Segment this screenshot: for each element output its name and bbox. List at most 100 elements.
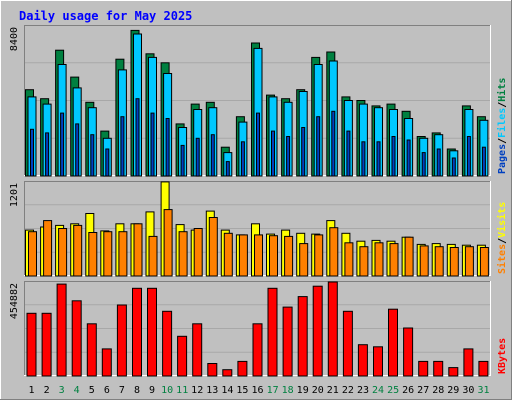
legend-separator: /	[497, 138, 508, 144]
x-tick-label: 15	[236, 385, 248, 396]
bar-sites	[254, 234, 263, 277]
x-tick-label: 7	[119, 385, 125, 396]
bar-sites	[178, 231, 188, 277]
plot-layer: 8400Pages/Files/Hits1201Sites/Visits4548…	[9, 25, 508, 377]
bar-pages	[391, 136, 396, 177]
bar-sites	[329, 227, 339, 277]
bar-pages	[45, 132, 50, 177]
x-tick-label: 14	[221, 385, 233, 396]
x-tick-label: 18	[282, 385, 294, 396]
bar-kbytes	[267, 287, 278, 377]
bar-sites	[434, 246, 444, 277]
x-tick-label: 22	[342, 385, 354, 396]
bar-pages	[75, 123, 80, 177]
bar-sites	[193, 228, 203, 277]
x-tick-label: 17	[267, 385, 279, 396]
bar-sites	[58, 228, 68, 277]
bar-sites	[163, 209, 173, 277]
legend-hits_files_pages: Pages/Files/Hits	[496, 78, 508, 174]
bar-pages	[30, 128, 34, 177]
bar-pages	[286, 136, 291, 177]
bar-kbytes	[41, 312, 52, 377]
bar-sites	[314, 234, 324, 277]
x-tick-label: 31	[477, 385, 489, 396]
x-tick-label: 2	[44, 385, 50, 396]
bar-sites	[223, 232, 233, 277]
bar-pages	[361, 141, 366, 177]
x-tick-label: 10	[161, 385, 173, 396]
bar-kbytes	[297, 296, 308, 377]
legend-item-hits: Hits	[496, 78, 508, 102]
bar-sites	[419, 245, 429, 277]
bar-pages	[331, 110, 336, 177]
bar-kbytes	[86, 323, 97, 377]
bar-kbytes	[388, 308, 398, 377]
bar-pages	[406, 139, 411, 177]
bar-pages	[195, 137, 200, 177]
x-tick-label: 12	[191, 385, 203, 396]
bar-kbytes	[192, 323, 203, 377]
bar-sites	[449, 247, 459, 277]
bar-sites	[88, 232, 98, 277]
bar-sites	[73, 224, 83, 277]
x-tick-label: 13	[206, 385, 218, 396]
bar-kbytes	[433, 360, 444, 377]
bar-sites	[389, 243, 399, 277]
bar-pages	[421, 152, 426, 177]
bar-pages	[466, 136, 471, 177]
bar-pages	[60, 112, 65, 177]
bar-pages	[180, 144, 185, 177]
bar-sites	[208, 217, 218, 277]
bar-sites	[133, 223, 143, 277]
bar-kbytes	[101, 348, 112, 377]
bar-sites	[43, 220, 53, 277]
bar-kbytes	[478, 360, 489, 377]
x-tick-label: 8	[134, 385, 140, 396]
bar-kbytes	[147, 287, 157, 377]
bar-pages	[135, 98, 140, 177]
bar-sites	[299, 243, 309, 277]
bar-sites	[404, 236, 414, 277]
bar-kbytes	[342, 310, 353, 377]
bar-sites	[118, 231, 128, 277]
x-tick-label: 28	[432, 385, 444, 396]
bar-pages	[256, 112, 260, 177]
bar-pages	[120, 116, 125, 177]
bar-kbytes	[373, 346, 383, 377]
bar-sites	[103, 231, 113, 277]
x-tick-label: 30	[462, 385, 474, 396]
x-tick-label: 1	[28, 385, 34, 396]
bar-kbytes	[418, 360, 429, 377]
bar-sites	[28, 231, 37, 277]
x-tick-label: 6	[104, 385, 110, 396]
bar-kbytes	[448, 367, 459, 377]
x-tick-label: 4	[74, 385, 80, 396]
legend-separator: /	[497, 238, 508, 244]
x-tick-label: 27	[417, 385, 429, 396]
legend-item-kbytes: KBytes	[497, 338, 508, 374]
bar-kbytes	[116, 304, 127, 377]
legend-item-sites: Sites	[496, 244, 508, 274]
x-tick-label: 19	[297, 385, 309, 396]
legend-item-visits: Visits	[496, 202, 508, 238]
x-tick-label: 20	[312, 385, 324, 396]
bar-sites	[359, 246, 369, 277]
bar-sites	[284, 235, 294, 277]
bar-kbytes	[403, 327, 414, 377]
y-max-label: 1201	[9, 183, 20, 207]
x-axis-labels: 1 2 3 4 5 6 7 8 9 10 11 12 13 14 15 16 17 18 19 20 21 22 23 24 2…	[28, 385, 489, 396]
x-tick-label: 24	[372, 385, 384, 396]
bar-kbytes	[26, 312, 37, 377]
bar-pages	[240, 141, 245, 177]
x-tick-label: 23	[357, 385, 369, 396]
bar-sites	[374, 242, 384, 277]
bar-pages	[481, 146, 486, 177]
y-max-label: 454882	[9, 283, 20, 319]
bar-kbytes	[357, 344, 368, 377]
bar-pages	[376, 141, 381, 177]
x-tick-label: 21	[327, 385, 339, 396]
bar-pages	[105, 148, 110, 177]
x-tick-label: 3	[59, 385, 65, 396]
bar-pages	[451, 157, 456, 177]
bar-sites	[464, 246, 474, 277]
